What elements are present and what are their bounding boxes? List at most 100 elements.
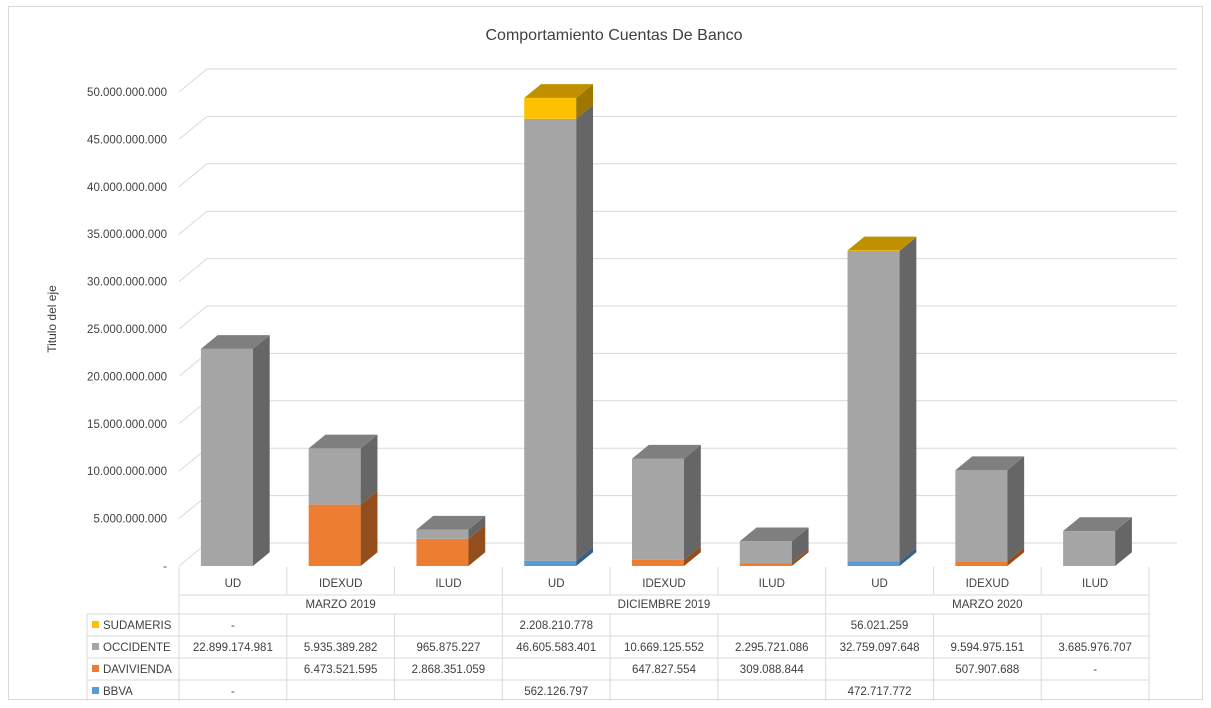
bar-segment-front: [739, 563, 792, 566]
data-label: 46.605.583.401: [516, 642, 596, 654]
category-label: IDEXUD: [642, 578, 685, 590]
bar-segment-side: [576, 105, 594, 561]
data-label: 22.899.174.981: [193, 642, 273, 654]
y-tick-label: 40.000.000.000: [87, 182, 167, 194]
legend-key: [92, 621, 99, 628]
bar-segment-front: [1063, 531, 1116, 566]
data-label: 9.594.975.151: [951, 642, 1025, 654]
y-tick-label: 45.000.000.000: [87, 134, 167, 146]
bar-segment-front: [308, 448, 361, 505]
bar-segment-side: [468, 525, 486, 566]
bar-segment-top: [632, 444, 701, 459]
bar-segment-side: [899, 237, 917, 562]
y-tick-label: 35.000.000.000: [87, 229, 167, 241]
group-label: MARZO 2020: [952, 599, 1022, 611]
bar-segment-front: [847, 250, 900, 251]
data-label: 32.759.097.648: [840, 642, 920, 654]
data-label: 965.875.227: [416, 642, 480, 654]
bars: [200, 84, 1132, 566]
gridline: [178, 258, 1177, 282]
group-label: MARZO 2019: [306, 599, 376, 611]
bar-segment-top: [308, 434, 378, 449]
data-label: 472.717.772: [848, 686, 912, 698]
series-name: DAVIVIENDA: [103, 664, 172, 676]
bar-segment-side: [1115, 517, 1132, 566]
chart-frame: Comportamiento Cuentas De Banco Titulo d…: [8, 6, 1203, 703]
gridline: [178, 163, 1177, 188]
bar-segment-front: [847, 250, 900, 562]
category-label: ILUD: [759, 578, 785, 590]
bar-segment-side: [360, 490, 378, 566]
bar-segment-top: [955, 456, 1025, 471]
bar-segment-side: [684, 546, 701, 566]
y-tick-label: 5.000.000.000: [93, 514, 167, 526]
data-label: -: [1093, 664, 1097, 676]
data-label: 3.685.976.707: [1058, 642, 1132, 654]
bar-segment-front: [955, 470, 1008, 562]
legend-key: [92, 687, 99, 694]
category-label: IDEXUD: [966, 578, 1009, 590]
bar-segment-side: [684, 444, 701, 560]
bar-segment-front: [416, 529, 469, 539]
data-table: UD IDEXUD ILUD UD IDEXUD ILUD UD IDEXUD ILUD MARZ…: [86, 567, 1150, 703]
y-axis-title: Titulo del eje: [45, 285, 59, 353]
category-label: IDEXUD: [319, 578, 362, 590]
category-label: UD: [548, 578, 565, 590]
bar-segment-side: [899, 547, 917, 566]
bar-segment-top: [200, 335, 270, 349]
bar-segment-front: [847, 561, 900, 566]
bar-segment-front: [308, 504, 361, 566]
bar-segment-side: [360, 434, 378, 505]
category-label: ILUD: [435, 578, 461, 590]
category-label: ILUD: [1082, 578, 1108, 590]
y-tick-label: 20.000.000.000: [87, 371, 167, 383]
bar-segment-side: [576, 546, 594, 566]
series-name: SUDAMERIS: [103, 620, 172, 632]
legend-key: [92, 643, 99, 650]
bar-segment-side: [468, 515, 486, 539]
bar-segment-front: [955, 561, 1008, 566]
series-name: OCCIDENTE: [103, 642, 171, 654]
bar-segment-front: [524, 560, 577, 566]
bar-segment-side: [791, 549, 809, 566]
data-label: 10.669.125.552: [624, 642, 704, 654]
bar-segment-side: [1007, 456, 1025, 562]
gridline: [178, 400, 1177, 425]
data-label: 6.473.521.595: [304, 664, 378, 676]
bar-segment-front: [524, 97, 577, 119]
data-label: 2.295.721.086: [735, 642, 809, 654]
category-label: UD: [871, 578, 888, 590]
data-label: 507.907.688: [955, 664, 1019, 676]
data-label: 647.827.554: [632, 664, 697, 676]
group-label: DICIEMBRE 2019: [618, 599, 711, 611]
bar-segment-side: [791, 527, 809, 564]
data-label: -: [231, 620, 235, 632]
bar-segment-front: [416, 538, 469, 566]
y-tick-label: 25.000.000.000: [87, 324, 167, 336]
y-tick-label: -: [163, 561, 167, 573]
data-label: 5.935.389.282: [304, 642, 378, 654]
series-name: BBVA: [103, 686, 133, 698]
bar-segment-front: [524, 118, 577, 561]
gridline: [178, 68, 1177, 93]
data-label: 309.088.844: [740, 664, 805, 676]
bar-segment-top: [416, 515, 486, 530]
bar-segment-side: [576, 84, 594, 119]
data-label: 2.868.351.059: [412, 664, 486, 676]
data-label: 562.126.797: [524, 686, 588, 698]
chart-title: Comportamiento Cuentas De Banco: [485, 27, 742, 44]
gridline: [178, 210, 1177, 235]
chart-svg: Comportamiento Cuentas De Banco Titulo d…: [45, 27, 1177, 703]
y-tick-label: 30.000.000.000: [87, 277, 167, 289]
y-tick-label: 50.000.000.000: [87, 87, 167, 99]
y-tick-labels: - 5.000.000.000 10.000.000.000 15.000.000.0…: [87, 87, 167, 573]
bar-segment-side: [899, 236, 917, 251]
bar-segment-top: [847, 236, 917, 251]
category-label: UD: [225, 578, 242, 590]
bar-segment-side: [252, 335, 270, 566]
bar-segment-front: [739, 541, 792, 564]
data-label: -: [231, 686, 235, 698]
y-tick-label: 15.000.000.000: [87, 419, 167, 431]
bar-segment-top: [524, 84, 594, 98]
gridline: [178, 305, 1177, 330]
